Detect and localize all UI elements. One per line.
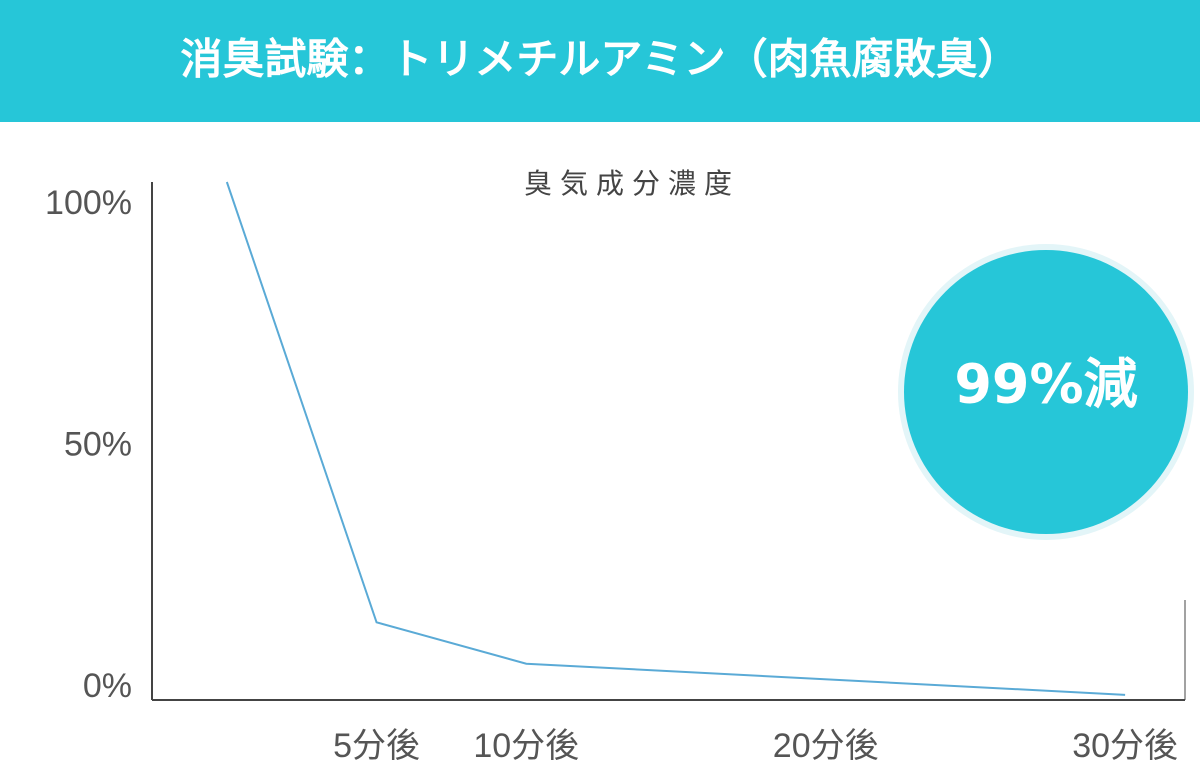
x-tick-label: 20分後 bbox=[773, 727, 879, 765]
x-tick-label: 30分後 bbox=[1072, 727, 1178, 765]
y-tick-label: 0% bbox=[83, 667, 132, 705]
data-line bbox=[225, 181, 1126, 696]
header-band bbox=[0, 0, 1200, 122]
x-tick-label: 10分後 bbox=[473, 727, 579, 765]
badge bbox=[904, 250, 1188, 534]
y-tick-label: 100% bbox=[45, 184, 132, 222]
annotation: 99%減 bbox=[954, 353, 1137, 416]
x-tick-label: 5分後 bbox=[333, 727, 420, 765]
y-tick-label: 50% bbox=[64, 425, 132, 463]
chart-title: 消臭試験：トリメチルアミン（肉魚腐敗臭） bbox=[180, 35, 1019, 84]
y-axis-title: 臭気成分濃度 bbox=[524, 167, 740, 200]
